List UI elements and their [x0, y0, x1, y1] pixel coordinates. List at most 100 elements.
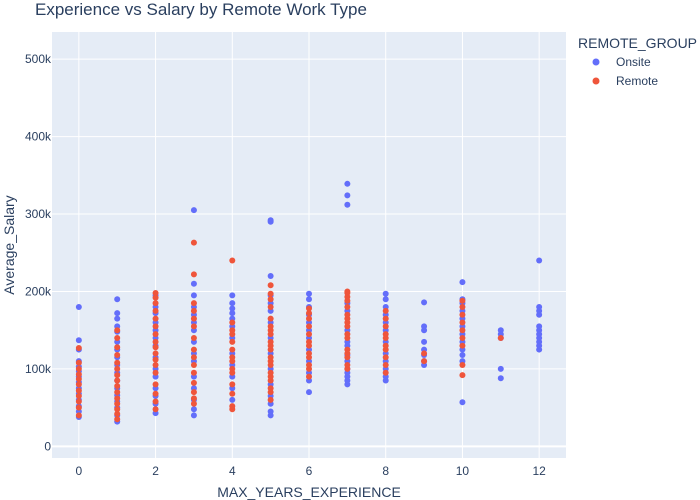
- data-point: [152, 307, 159, 314]
- data-point: [267, 369, 274, 376]
- data-point: [114, 395, 121, 402]
- data-point: [382, 315, 389, 322]
- data-point: [190, 239, 197, 246]
- data-point: [190, 354, 197, 361]
- data-points: [75, 180, 543, 425]
- data-point: [344, 346, 351, 353]
- y-tick-label: 400k: [25, 130, 52, 144]
- data-point: [267, 315, 274, 322]
- data-point: [306, 373, 312, 380]
- data-point: [267, 385, 274, 392]
- legend[interactable]: REMOTE_GROUP Onsite Remote: [578, 35, 697, 88]
- data-point: [190, 362, 197, 369]
- data-point: [114, 327, 121, 334]
- data-point: [114, 351, 121, 358]
- data-point: [229, 365, 236, 372]
- data-point: [152, 356, 159, 363]
- data-point: [382, 296, 389, 303]
- legend-item-remote[interactable]: Remote: [592, 74, 659, 88]
- legend-label: Remote: [616, 74, 658, 88]
- data-point: [267, 303, 274, 310]
- data-point: [114, 365, 121, 372]
- data-point: [75, 381, 82, 388]
- data-point: [344, 331, 351, 338]
- x-tick-label: 6: [306, 464, 313, 478]
- data-point: [152, 294, 159, 301]
- y-tick-label: 100k: [25, 362, 52, 376]
- data-point: [229, 292, 236, 299]
- data-point: [421, 338, 428, 345]
- data-point: [114, 315, 121, 322]
- data-point: [306, 290, 312, 297]
- data-point: [497, 365, 504, 372]
- data-point: [190, 334, 197, 341]
- data-point: [152, 369, 159, 376]
- data-point: [497, 334, 504, 341]
- data-point: [306, 331, 312, 338]
- legend-marker: [592, 77, 600, 85]
- legend-item-onsite[interactable]: Onsite: [592, 55, 652, 69]
- x-tick-label: 12: [532, 464, 546, 478]
- data-point: [344, 288, 351, 295]
- data-point: [75, 359, 82, 366]
- data-point: [152, 290, 159, 297]
- data-point: [114, 416, 121, 423]
- data-point: [459, 297, 466, 304]
- data-point: [229, 257, 236, 264]
- data-point: [306, 315, 312, 322]
- data-point: [152, 300, 159, 307]
- data-point: [75, 303, 82, 310]
- x-tick-label: 10: [456, 464, 470, 478]
- data-point: [114, 310, 121, 317]
- data-point: [229, 396, 236, 403]
- data-point: [75, 345, 82, 352]
- data-point: [459, 372, 466, 379]
- y-tick-label: 300k: [25, 207, 52, 221]
- data-point: [152, 381, 159, 388]
- data-point: [421, 358, 428, 365]
- data-point: [459, 319, 466, 326]
- data-point: [267, 323, 274, 330]
- data-point: [114, 389, 121, 396]
- data-point: [344, 201, 351, 208]
- data-point: [382, 369, 389, 376]
- data-point: [497, 327, 504, 334]
- data-point: [190, 346, 197, 353]
- data-point: [344, 192, 351, 199]
- data-point: [190, 280, 197, 287]
- data-point: [152, 338, 159, 345]
- data-point: [306, 305, 312, 312]
- data-point: [267, 272, 274, 279]
- data-point: [152, 362, 159, 369]
- chart-title: Experience vs Salary by Remote Work Type: [35, 0, 367, 19]
- data-point: [382, 342, 389, 349]
- x-tick-label: 0: [76, 464, 83, 478]
- data-point: [114, 406, 121, 413]
- data-point: [229, 327, 236, 334]
- data-point: [306, 338, 312, 345]
- y-tick-label: 500k: [25, 52, 52, 66]
- x-tick-label: 8: [382, 464, 389, 478]
- data-point: [267, 282, 274, 289]
- data-point: [75, 404, 82, 411]
- data-point: [190, 369, 197, 376]
- data-point: [190, 406, 197, 413]
- y-axis-ticks: 0 100k 200k 300k 400k 500k: [25, 52, 52, 453]
- data-point: [459, 311, 466, 318]
- data-point: [267, 396, 274, 403]
- data-point: [229, 310, 236, 317]
- data-point: [190, 307, 197, 314]
- data-point: [497, 375, 504, 382]
- data-point: [190, 412, 197, 419]
- data-point: [152, 406, 159, 413]
- data-point: [114, 377, 121, 384]
- data-point: [229, 381, 236, 388]
- data-point: [190, 292, 197, 299]
- data-point: [152, 315, 159, 322]
- data-point: [344, 303, 351, 310]
- data-point: [344, 180, 351, 187]
- legend-marker: [592, 58, 600, 66]
- data-point: [229, 403, 236, 410]
- x-tick-label: 4: [229, 464, 236, 478]
